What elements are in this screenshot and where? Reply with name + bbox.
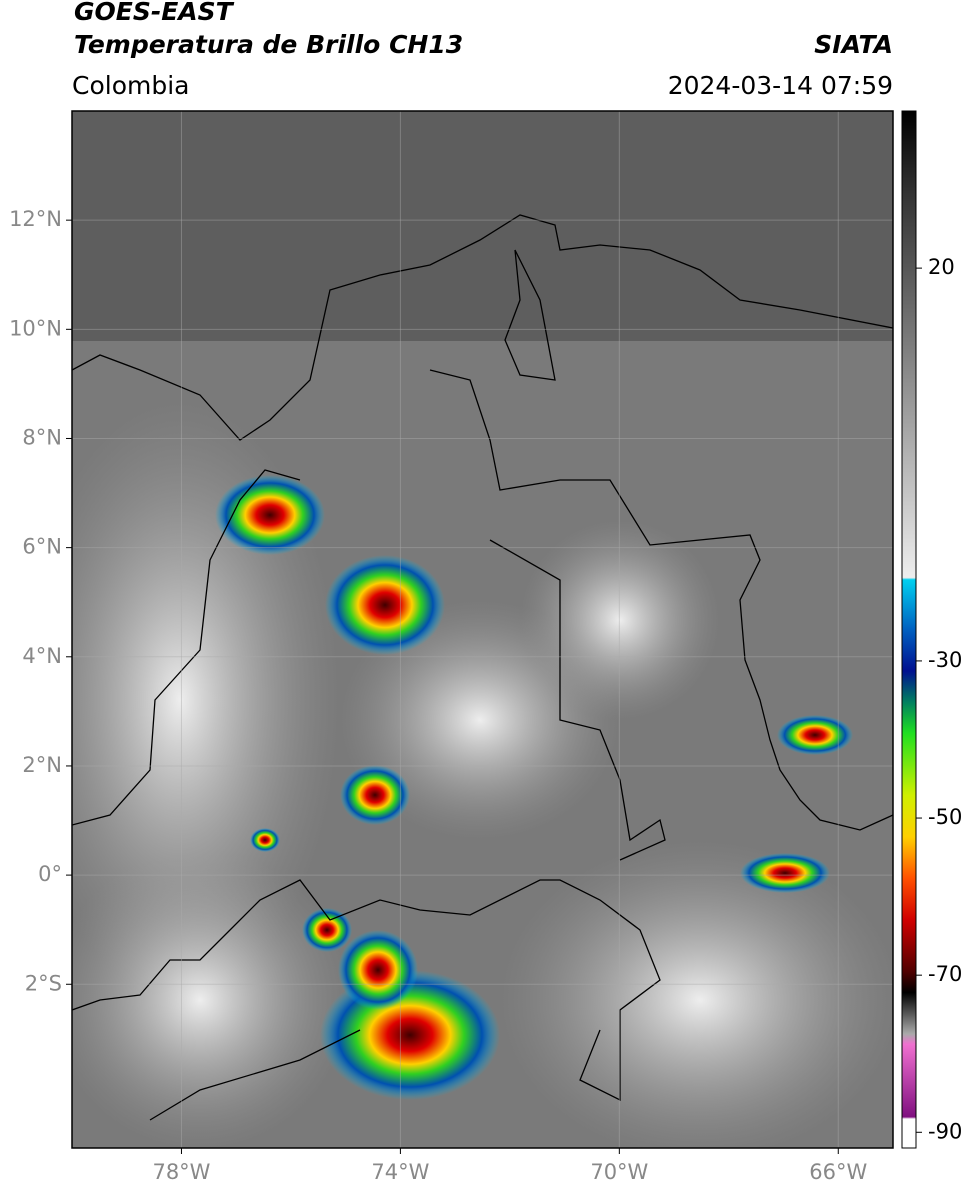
source: SIATA bbox=[814, 30, 893, 59]
region: Colombia bbox=[72, 71, 189, 100]
colorbar-label: -90 bbox=[928, 1119, 962, 1143]
x-tick-label: 66°W bbox=[809, 1160, 867, 1184]
y-tick-label: 2°N bbox=[22, 753, 62, 777]
y-tick-label: 2°S bbox=[25, 971, 62, 995]
y-tick-label: 0° bbox=[38, 862, 62, 886]
y-tick-label: 8°N bbox=[22, 425, 62, 449]
y-tick-label: 10°N bbox=[9, 316, 62, 340]
colorbar-label: -30 bbox=[928, 648, 962, 672]
colorbar-label: -70 bbox=[928, 962, 962, 986]
datetime: 2024-03-14 07:59 bbox=[668, 71, 893, 100]
x-tick-label: 70°W bbox=[590, 1160, 648, 1184]
map-frame bbox=[71, 110, 894, 1149]
y-tick-label: 6°N bbox=[22, 535, 62, 559]
title: GOES-EAST bbox=[74, 0, 235, 26]
satellite-image bbox=[72, 111, 893, 1148]
colorbar-label: 20 bbox=[928, 255, 955, 279]
x-tick-label: 78°W bbox=[152, 1160, 210, 1184]
colorbar-label: -50 bbox=[928, 805, 962, 829]
y-tick-label: 4°N bbox=[22, 644, 62, 668]
subtitle: Temperatura de Brillo CH13 bbox=[74, 30, 463, 59]
x-tick-label: 74°W bbox=[371, 1160, 429, 1184]
colorbar bbox=[901, 110, 917, 1149]
y-tick-label: 12°N bbox=[9, 207, 62, 231]
